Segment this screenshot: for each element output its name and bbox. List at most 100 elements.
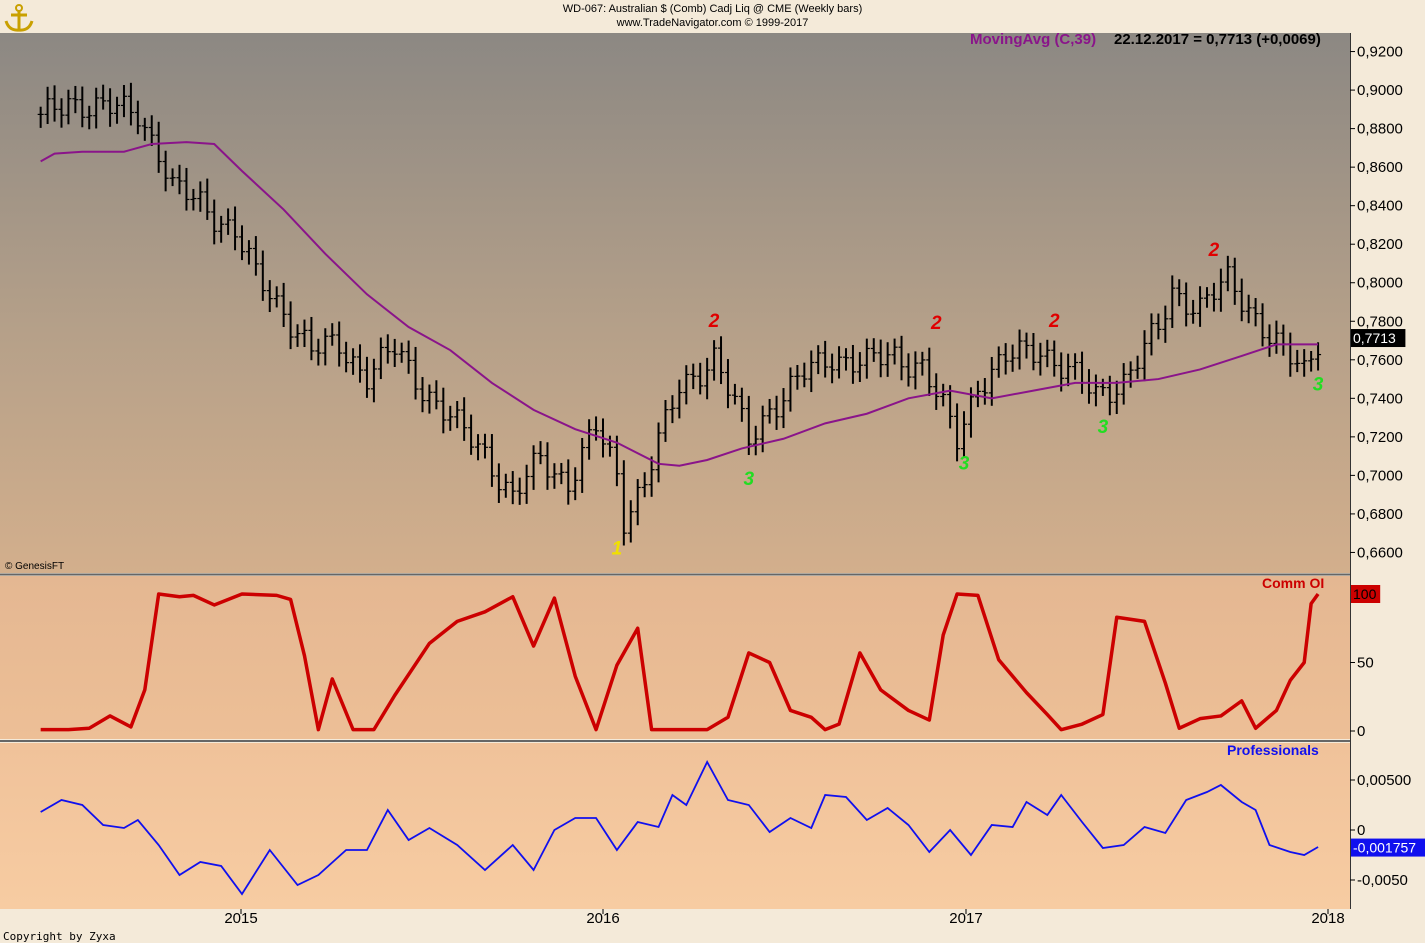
- price-bar: [322, 328, 329, 366]
- price-bar: [357, 344, 364, 383]
- price-y-tick: 0,6600: [1357, 544, 1403, 561]
- price-bar: [350, 348, 357, 375]
- price-bar: [232, 206, 239, 251]
- svg-text:-0,001757: -0,001757: [1353, 840, 1416, 856]
- price-bar: [225, 208, 232, 235]
- price-bar: [912, 351, 919, 390]
- price-y-tick: 0,8200: [1357, 236, 1403, 253]
- wave-label: 2: [708, 311, 720, 332]
- price-bar: [1099, 378, 1106, 396]
- wave-label: 3: [959, 454, 970, 475]
- price-bar: [794, 364, 801, 390]
- price-y-tick: 0,7200: [1357, 429, 1403, 446]
- price-bar: [329, 323, 336, 346]
- price-bar: [731, 383, 738, 405]
- price-bar: [1266, 324, 1273, 357]
- price-bar: [898, 335, 905, 381]
- price-bar: [433, 380, 440, 410]
- x-tick-label: 2018: [1311, 910, 1344, 927]
- price-bar: [808, 350, 815, 393]
- price-bar: [86, 105, 93, 130]
- x-tick-label: 2016: [586, 910, 619, 927]
- comm-oi-title: Comm OI: [1262, 575, 1325, 591]
- professionals-y-tick: -0,0050: [1357, 872, 1408, 889]
- moving-average-label: MovingAvg (C,39): [970, 31, 1097, 48]
- price-bar: [1183, 282, 1190, 327]
- price-bar: [336, 321, 343, 367]
- price-bar: [877, 339, 884, 378]
- price-bar: [1176, 279, 1183, 307]
- price-bar: [940, 383, 947, 407]
- price-y-tick: 0,8400: [1357, 198, 1403, 215]
- price-bar: [1294, 349, 1301, 373]
- price-y-tick: 0,7400: [1357, 390, 1403, 407]
- price-bar: [211, 199, 218, 245]
- price-bar: [426, 384, 433, 414]
- price-y-tick: 0,7000: [1357, 467, 1403, 484]
- price-bar: [266, 280, 273, 313]
- price-bar: [169, 168, 176, 187]
- price-bar: [183, 167, 190, 211]
- price-y-tick: 0,8800: [1357, 121, 1403, 138]
- professionals-y-tick: 0,00500: [1357, 772, 1411, 789]
- price-bar: [252, 236, 259, 276]
- price-bar: [905, 353, 912, 387]
- price-bar: [1197, 286, 1204, 327]
- comm-oi-line: [40, 592, 1320, 732]
- price-bar: [856, 352, 863, 382]
- price-bar: [558, 462, 565, 485]
- price-bar: [343, 341, 350, 373]
- copyright-footer: Copyright by Zyxa: [3, 930, 116, 943]
- price-bar: [1210, 282, 1217, 312]
- price-bar: [419, 377, 426, 413]
- price-bar: [1245, 294, 1252, 324]
- price-bar: [1224, 255, 1231, 292]
- price-bar: [190, 188, 197, 211]
- price-bar: [662, 400, 669, 442]
- price-bar: [1065, 353, 1072, 387]
- price-bar: [391, 338, 398, 367]
- price-bar: [551, 463, 558, 489]
- price-bar: [114, 96, 121, 124]
- price-bar: [995, 346, 1002, 378]
- price-bar: [967, 387, 974, 438]
- price-bar: [863, 338, 870, 379]
- price-bar: [842, 348, 849, 371]
- price-bar: [1037, 342, 1044, 376]
- price-bar: [801, 362, 808, 388]
- price-bar: [148, 115, 155, 146]
- chart-title: WD-067: Australian $ (Comb) Cadj Liq @ C…: [562, 3, 863, 15]
- price-bar: [509, 471, 516, 505]
- price-bar: [1252, 298, 1259, 327]
- price-bar: [488, 434, 495, 487]
- price-bar: [579, 437, 586, 493]
- price-bar: [1092, 374, 1099, 407]
- price-bar: [384, 334, 391, 364]
- price-bar: [1023, 332, 1030, 359]
- price-bar: [745, 395, 752, 456]
- price-bar: [1030, 333, 1037, 371]
- price-bar: [440, 387, 447, 434]
- price-bar: [51, 85, 58, 122]
- price-bar: [1217, 268, 1224, 312]
- price-y-tick: 0,6800: [1357, 506, 1403, 523]
- price-bar: [1051, 340, 1058, 377]
- wave-label: 1: [612, 538, 623, 559]
- price-bar: [627, 500, 634, 543]
- price-bar: [273, 286, 280, 308]
- price-bar: [961, 411, 968, 458]
- price-bar: [926, 347, 933, 396]
- comm-oi-y-tick: 0: [1357, 723, 1365, 740]
- price-bar: [134, 100, 141, 135]
- price-panel: [0, 33, 1350, 573]
- price-bar: [1044, 339, 1051, 368]
- anchor-logo-icon: [4, 4, 34, 32]
- price-bar: [738, 387, 745, 422]
- price-bar: [412, 346, 419, 400]
- price-bar: [155, 121, 162, 173]
- price-bar: [655, 422, 662, 483]
- price-bar: [363, 356, 370, 398]
- x-tick-label: 2017: [949, 910, 982, 927]
- price-bar: [481, 433, 488, 459]
